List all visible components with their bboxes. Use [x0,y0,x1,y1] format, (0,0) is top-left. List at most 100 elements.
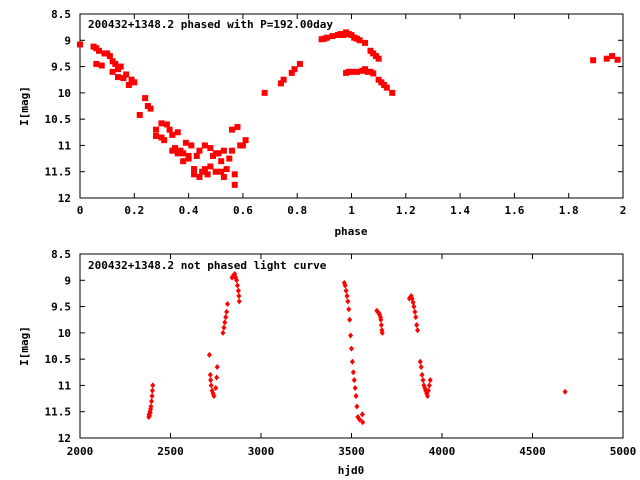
x-tick-label: 1.8 [559,204,579,217]
x-axis-label: hjd0 [338,464,365,477]
y-tick-label: 12 [58,192,71,205]
data-point [379,329,385,336]
data-point [226,155,233,162]
data-point [236,298,242,305]
y-tick-label: 9 [64,274,71,287]
chart-title: 200432+1348.2 not phased light curve [88,259,327,272]
data-point [261,89,268,96]
data-point [123,71,130,78]
data-points [146,270,568,426]
data-point [225,300,231,307]
data-point [131,79,138,86]
data-point [223,314,229,321]
data-point [420,377,426,384]
data-point [414,321,420,328]
data-point [161,137,168,144]
data-point [280,76,287,83]
data-point [125,81,132,88]
data-point [383,84,390,91]
data-point [344,293,350,300]
data-point [117,63,124,70]
data-point [349,358,355,365]
data-point [353,392,359,399]
data-point [201,142,208,149]
x-tick-label: 2000 [67,445,94,458]
y-tick-label: 10.5 [45,113,72,126]
x-tick-label: 0.2 [124,204,144,217]
data-point [180,150,187,157]
data-point [562,388,568,395]
data-point [411,303,417,310]
data-point [342,282,348,289]
x-ticks: 2000 2500 3000 3500 4000 4500 5000 [67,254,637,458]
x-tick-label: 1.2 [396,204,416,217]
x-tick-label: 5000 [610,445,637,458]
data-point [288,69,295,76]
x-tick-label: 4500 [519,445,546,458]
y-tick-label: 11.5 [45,406,72,419]
data-point [425,387,431,394]
data-point [346,306,352,313]
data-point [242,137,249,144]
y-ticks: 8.5 9 9.5 10 10.5 11 11.5 12 [45,8,623,205]
data-point [370,70,377,77]
y-tick-label: 9.5 [51,61,71,74]
data-point [149,387,155,394]
data-point [220,173,227,180]
data-point [212,168,219,175]
data-point [362,39,369,46]
data-point [207,371,213,378]
y-tick-label: 9.5 [51,301,71,314]
data-point [148,403,154,410]
data-point [208,377,214,384]
data-point [96,47,103,54]
data-point [191,166,198,173]
data-point [115,74,122,81]
data-point [196,147,203,154]
data-point [417,358,423,365]
data-point [142,95,149,102]
data-point [153,132,160,139]
data-point [590,57,597,64]
data-point [214,374,220,381]
y-tick-label: 11 [58,379,72,392]
data-point [185,155,192,162]
data-point [343,287,349,294]
data-point [236,293,242,300]
data-point [356,37,363,44]
data-point [174,129,181,136]
data-point [147,105,154,112]
data-point [375,55,382,62]
x-tick-label: 3500 [338,445,365,458]
data-point [166,126,173,133]
x-axis-label: phase [334,225,367,238]
data-point [98,62,105,69]
x-tick-label: 1 [348,204,355,217]
data-point [426,382,432,389]
data-point [389,89,396,96]
data-point [345,298,351,305]
data-point [427,377,433,384]
data-point [109,68,116,75]
data-point [136,111,143,118]
x-tick-label: 3000 [248,445,275,458]
data-point [224,308,230,315]
data-point [231,181,238,188]
data-point [415,327,421,334]
x-tick-label: 2 [620,204,627,217]
y-tick-label: 8.5 [51,248,71,261]
y-tick-label: 10 [58,87,71,100]
y-tick-label: 11.5 [45,166,72,179]
data-point [350,369,356,376]
data-point [169,131,176,138]
x-tick-label: 0.4 [179,204,199,217]
data-point [231,171,238,178]
data-point [354,403,360,410]
data-point [106,53,113,60]
data-point [239,142,246,149]
data-point [410,299,416,306]
data-point [201,166,208,173]
x-tick-label: 0.6 [233,204,253,217]
data-point [147,409,153,416]
data-point [419,371,425,378]
